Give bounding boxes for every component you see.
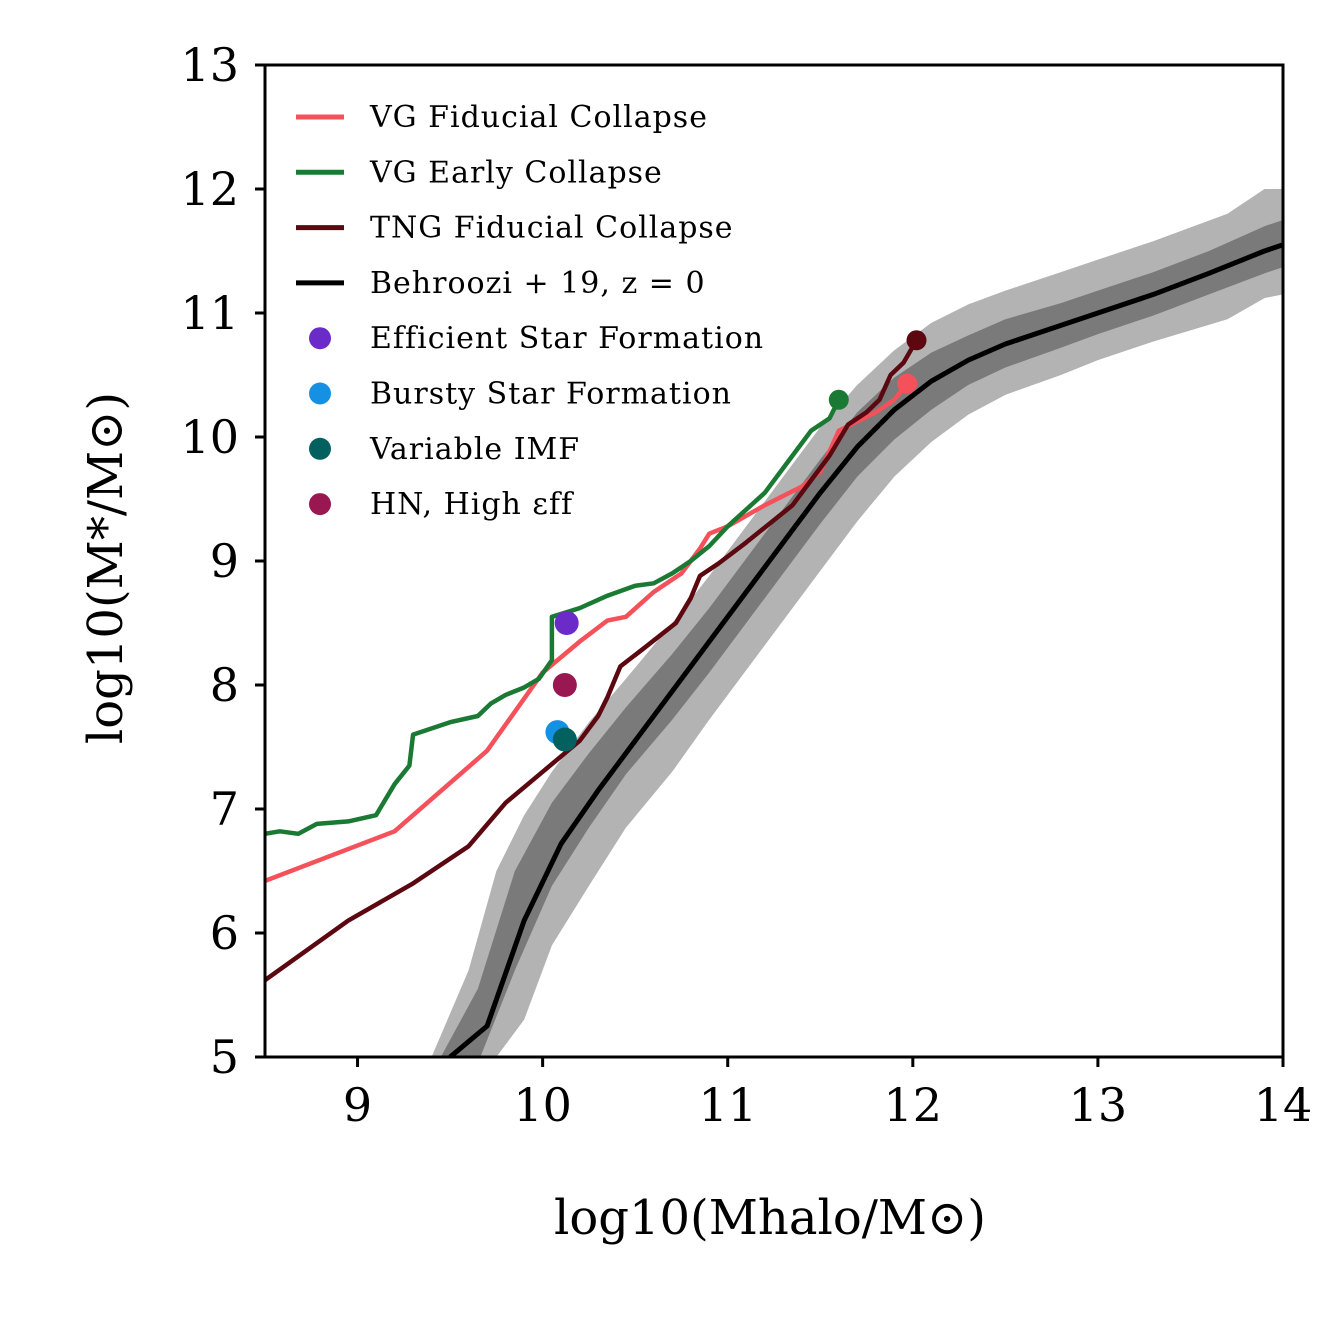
series-behroozi-19-z-0 <box>448 242 1283 1057</box>
legend-label: Behroozi + 19, z = 0 <box>370 266 706 301</box>
y-tick-label-5: 5 <box>210 1030 239 1084</box>
endpoint-vg-fiducial-collapse <box>897 373 918 394</box>
x-tick-label-9: 9 <box>343 1078 372 1132</box>
legend-item-hn-high-ff: HN, High εff <box>309 487 574 522</box>
legend-label: VG Fiducial Collapse <box>369 100 708 135</box>
x-axis-ticks: 9 10 11 12 13 14 <box>343 1057 1312 1132</box>
legend-label: HN, High εff <box>370 487 574 522</box>
legend-label: Variable IMF <box>369 432 580 467</box>
legend-point-swatch <box>309 382 331 405</box>
x-tick-label-13: 13 <box>1069 1078 1128 1132</box>
point-hn-high-ff <box>552 673 577 697</box>
y-tick-label-9: 9 <box>210 534 239 588</box>
point-variable-imf <box>552 727 577 752</box>
legend: VG Fiducial Collapse VG Early Collapse TNG… <box>296 100 764 522</box>
y-tick-label-10: 10 <box>180 410 239 464</box>
data-points <box>545 330 927 752</box>
legend-point-swatch <box>309 437 331 460</box>
data-series <box>265 242 1283 1057</box>
y-axis-label: log10(M*/M⊙) <box>78 392 134 744</box>
point-efficient-star-formation <box>554 611 579 635</box>
legend-label: VG Early Collapse <box>369 155 663 190</box>
legend-item-tng-fiducial-collapse: TNG Fiducial Collapse <box>296 211 734 246</box>
legend-item-vg-fiducial-collapse: VG Fiducial Collapse <box>296 100 708 135</box>
x-tick-label-12: 12 <box>884 1078 943 1132</box>
y-tick-label-11: 11 <box>180 286 239 340</box>
x-tick-label-14: 14 <box>1254 1078 1313 1132</box>
endpoint-tng-fiducial-collapse <box>906 330 927 351</box>
y-tick-label-12: 12 <box>180 162 239 216</box>
x-axis-label: log10(Mhalo/M⊙) <box>554 1190 986 1246</box>
y-axis-ticks: 5 6 7 8 9 10 11 12 13 <box>180 38 265 1084</box>
legend-label: TNG Fiducial Collapse <box>370 211 734 246</box>
y-tick-label-6: 6 <box>210 906 239 960</box>
legend-item-efficient-star-formation: Efficient Star Formation <box>309 321 764 356</box>
y-tick-label-8: 8 <box>210 658 239 712</box>
y-tick-label-13: 13 <box>180 38 239 92</box>
y-tick-label-7: 7 <box>210 782 239 836</box>
legend-label: Efficient Star Formation <box>370 321 764 356</box>
series-vg-early-collapse <box>265 398 841 837</box>
legend-item-bursty-star-formation: Bursty Star Formation <box>309 377 732 412</box>
legend-label: Bursty Star Formation <box>370 377 732 412</box>
endpoint-vg-early-collapse <box>828 389 849 410</box>
x-tick-label-11: 11 <box>698 1078 757 1132</box>
legend-point-swatch <box>309 493 331 516</box>
series-tng-fiducial-collapse <box>265 339 919 982</box>
legend-point-swatch <box>309 327 331 350</box>
legend-item-behroozi-19-z-0: Behroozi + 19, z = 0 <box>296 266 706 301</box>
legend-item-variable-imf: Variable IMF <box>309 432 580 467</box>
x-tick-label-10: 10 <box>513 1078 572 1132</box>
legend-item-vg-early-collapse: VG Early Collapse <box>296 155 663 190</box>
